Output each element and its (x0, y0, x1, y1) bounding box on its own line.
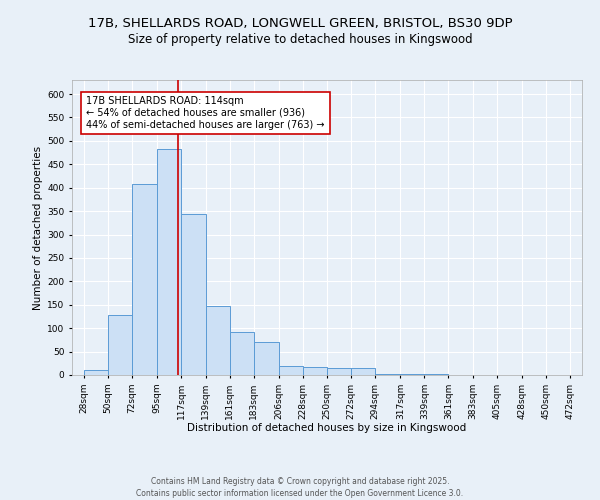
Bar (327, 368, 351, 375)
Bar (254, 342, 279, 375)
Bar (108, 315, 132, 375)
Y-axis label: Number of detached properties: Number of detached properties (33, 146, 43, 310)
Bar (303, 366, 327, 375)
Bar (424, 374, 448, 375)
Bar (132, 184, 157, 375)
Bar (206, 306, 230, 375)
Bar (157, 149, 181, 375)
Bar (84, 370, 108, 375)
Bar (375, 374, 400, 375)
Bar (351, 368, 375, 375)
Bar (181, 214, 206, 375)
Text: Size of property relative to detached houses in Kingswood: Size of property relative to detached ho… (128, 32, 472, 46)
Bar (279, 366, 303, 375)
Bar (230, 332, 254, 375)
X-axis label: Distribution of detached houses by size in Kingswood: Distribution of detached houses by size … (187, 423, 467, 433)
Text: 17B SHELLARDS ROAD: 114sqm
← 54% of detached houses are smaller (936)
44% of sem: 17B SHELLARDS ROAD: 114sqm ← 54% of deta… (86, 96, 325, 130)
Text: Contains HM Land Registry data © Crown copyright and database right 2025.
Contai: Contains HM Land Registry data © Crown c… (136, 476, 464, 498)
Text: 17B, SHELLARDS ROAD, LONGWELL GREEN, BRISTOL, BS30 9DP: 17B, SHELLARDS ROAD, LONGWELL GREEN, BRI… (88, 18, 512, 30)
Bar (400, 374, 424, 375)
